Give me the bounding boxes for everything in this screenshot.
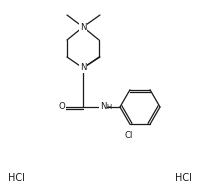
Text: N: N [79,23,86,31]
Text: HCl: HCl [7,173,24,183]
Text: Cl: Cl [124,131,133,140]
Text: N: N [79,63,86,73]
Text: HCl: HCl [174,173,190,183]
Text: O: O [58,102,65,112]
Text: H: H [106,104,111,110]
Text: N: N [99,102,106,112]
